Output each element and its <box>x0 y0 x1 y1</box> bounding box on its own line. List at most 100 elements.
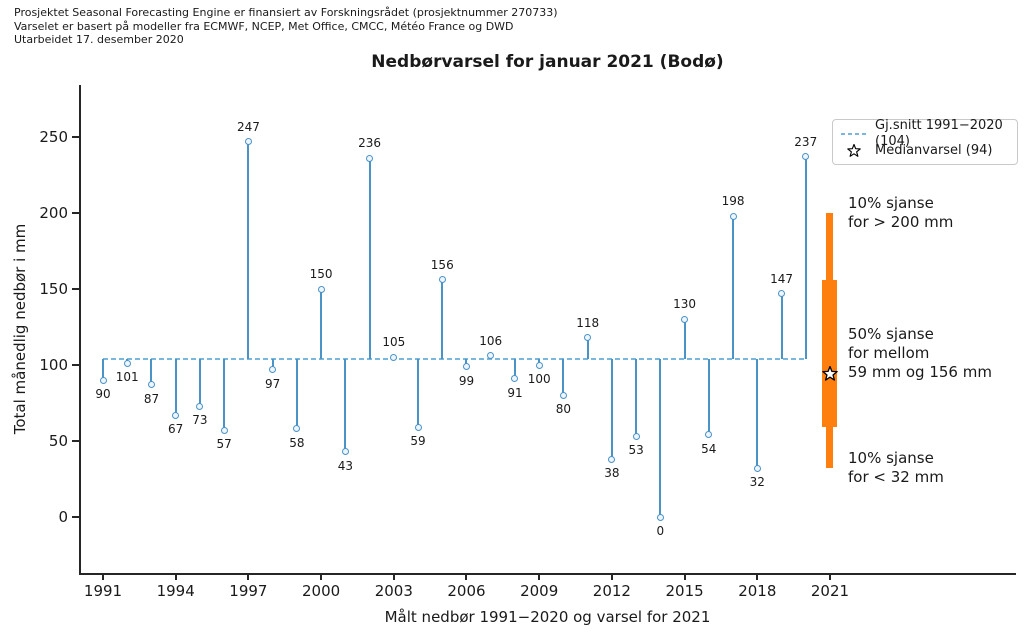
legend-average-label: Gj.snitt 1991−2020 (104) <box>875 117 1003 149</box>
value-label: 0 <box>656 524 665 538</box>
annotation-line: for > 200 mm <box>848 213 954 231</box>
y-tick <box>72 440 79 442</box>
value-label: 156 <box>430 257 454 272</box>
data-point-marker <box>559 391 567 399</box>
x-tick-label: 2000 <box>302 582 341 600</box>
x-tick-label: 2012 <box>592 582 631 600</box>
data-point-marker <box>535 361 543 369</box>
stem <box>223 358 226 431</box>
data-point-marker <box>172 411 180 419</box>
data-point-marker <box>681 315 689 323</box>
stem <box>780 293 783 359</box>
legend-median-label: Medianvarsel (94) <box>875 142 993 158</box>
x-axis-label: Målt nedbør 1991−2020 og varsel for 2021 <box>384 608 711 626</box>
y-tick-label: 50 <box>48 432 68 450</box>
value-label: 58 <box>289 435 305 450</box>
stem <box>271 358 274 370</box>
y-tick <box>72 288 79 290</box>
x-tick <box>392 573 395 580</box>
stem <box>659 358 662 517</box>
data-point-marker <box>778 290 786 298</box>
data-point-marker <box>705 431 713 439</box>
value-label: 130 <box>673 297 697 312</box>
value-label: 87 <box>143 391 160 406</box>
average-line <box>103 357 806 360</box>
value-label: 57 <box>216 437 232 452</box>
credit-line-project: Prosjektet Seasonal Forecasting Engine e… <box>14 6 558 19</box>
stem <box>586 337 589 359</box>
dashed-line-icon <box>841 132 867 135</box>
data-point-marker <box>753 464 761 472</box>
value-label: 73 <box>192 413 208 428</box>
y-tick <box>72 364 79 366</box>
y-tick <box>72 136 79 138</box>
data-point-marker <box>196 402 204 410</box>
data-point-marker <box>511 375 519 383</box>
median-forecast-star <box>822 365 838 382</box>
annotation-line: 10% sjanse <box>848 449 934 467</box>
x-tick <box>610 573 613 580</box>
value-label: 43 <box>337 458 353 473</box>
value-label: 100 <box>527 372 551 386</box>
value-label: 105 <box>382 335 406 350</box>
x-tick-label: 2018 <box>738 582 777 600</box>
y-axis-spine <box>79 85 81 575</box>
y-tick <box>72 516 79 518</box>
data-point-marker <box>269 366 277 374</box>
stem <box>102 358 104 381</box>
y-tick-label: 100 <box>39 356 68 374</box>
annotation-line: 50% sjanse <box>848 325 934 343</box>
x-tick <box>320 573 323 580</box>
value-label: 54 <box>701 441 717 456</box>
x-tick <box>174 573 177 580</box>
stem <box>683 319 686 359</box>
stem <box>368 158 371 359</box>
star-icon <box>841 143 867 158</box>
stem <box>441 279 444 359</box>
stem <box>344 358 347 452</box>
x-tick-label: 2009 <box>520 582 559 600</box>
x-tick-label: 2015 <box>665 582 704 600</box>
data-point-marker <box>729 212 737 220</box>
chart-title: Nedbørvarsel for januar 2021 (Bodø) <box>371 52 724 72</box>
forecast-annotation-low: 10% sjanse for < 32 mm <box>848 449 944 487</box>
data-point-marker <box>462 363 470 371</box>
value-label: 198 <box>721 194 745 209</box>
data-point-marker <box>632 432 640 440</box>
credit-line-date: Utarbeidet 17. desember 2020 <box>14 33 184 46</box>
x-tick <box>247 573 250 580</box>
y-tick-label: 200 <box>39 204 68 222</box>
data-point-marker <box>317 285 325 293</box>
x-tick-label: 2003 <box>374 582 413 600</box>
x-tick-label: 1994 <box>156 582 195 600</box>
stem <box>756 358 759 469</box>
annotation-line: for mellom <box>848 344 930 362</box>
x-tick-label: 1991 <box>83 582 123 600</box>
value-label: 97 <box>264 376 281 391</box>
x-tick-label: 2006 <box>447 582 486 600</box>
stem <box>610 358 613 460</box>
data-point-marker <box>147 381 155 389</box>
x-tick <box>756 573 759 580</box>
value-label: 101 <box>115 370 139 385</box>
value-label: 67 <box>168 422 184 437</box>
credit-line-models: Varselet er basert på modeller fra ECMWF… <box>14 19 514 33</box>
stem <box>174 358 177 416</box>
legend: Gj.snitt 1991−2020 (104) Medianvarsel (9… <box>832 117 1018 165</box>
data-point-marker <box>123 359 131 367</box>
x-tick-label: 1997 <box>229 582 268 600</box>
annotation-line: 59 mm og 156 mm <box>848 363 992 381</box>
data-point-marker <box>293 425 301 433</box>
stem <box>635 358 638 437</box>
stem <box>707 358 710 435</box>
value-label: 247 <box>236 119 260 134</box>
credit-text: Prosjektet Seasonal Forecasting Engine e… <box>14 6 558 47</box>
value-label: 90 <box>95 387 111 402</box>
value-label: 118 <box>576 315 600 330</box>
y-tick-label: 150 <box>39 280 68 298</box>
y-tick-label: 250 <box>39 128 68 146</box>
stem <box>198 358 201 407</box>
stem <box>417 358 420 428</box>
stem <box>295 358 298 429</box>
